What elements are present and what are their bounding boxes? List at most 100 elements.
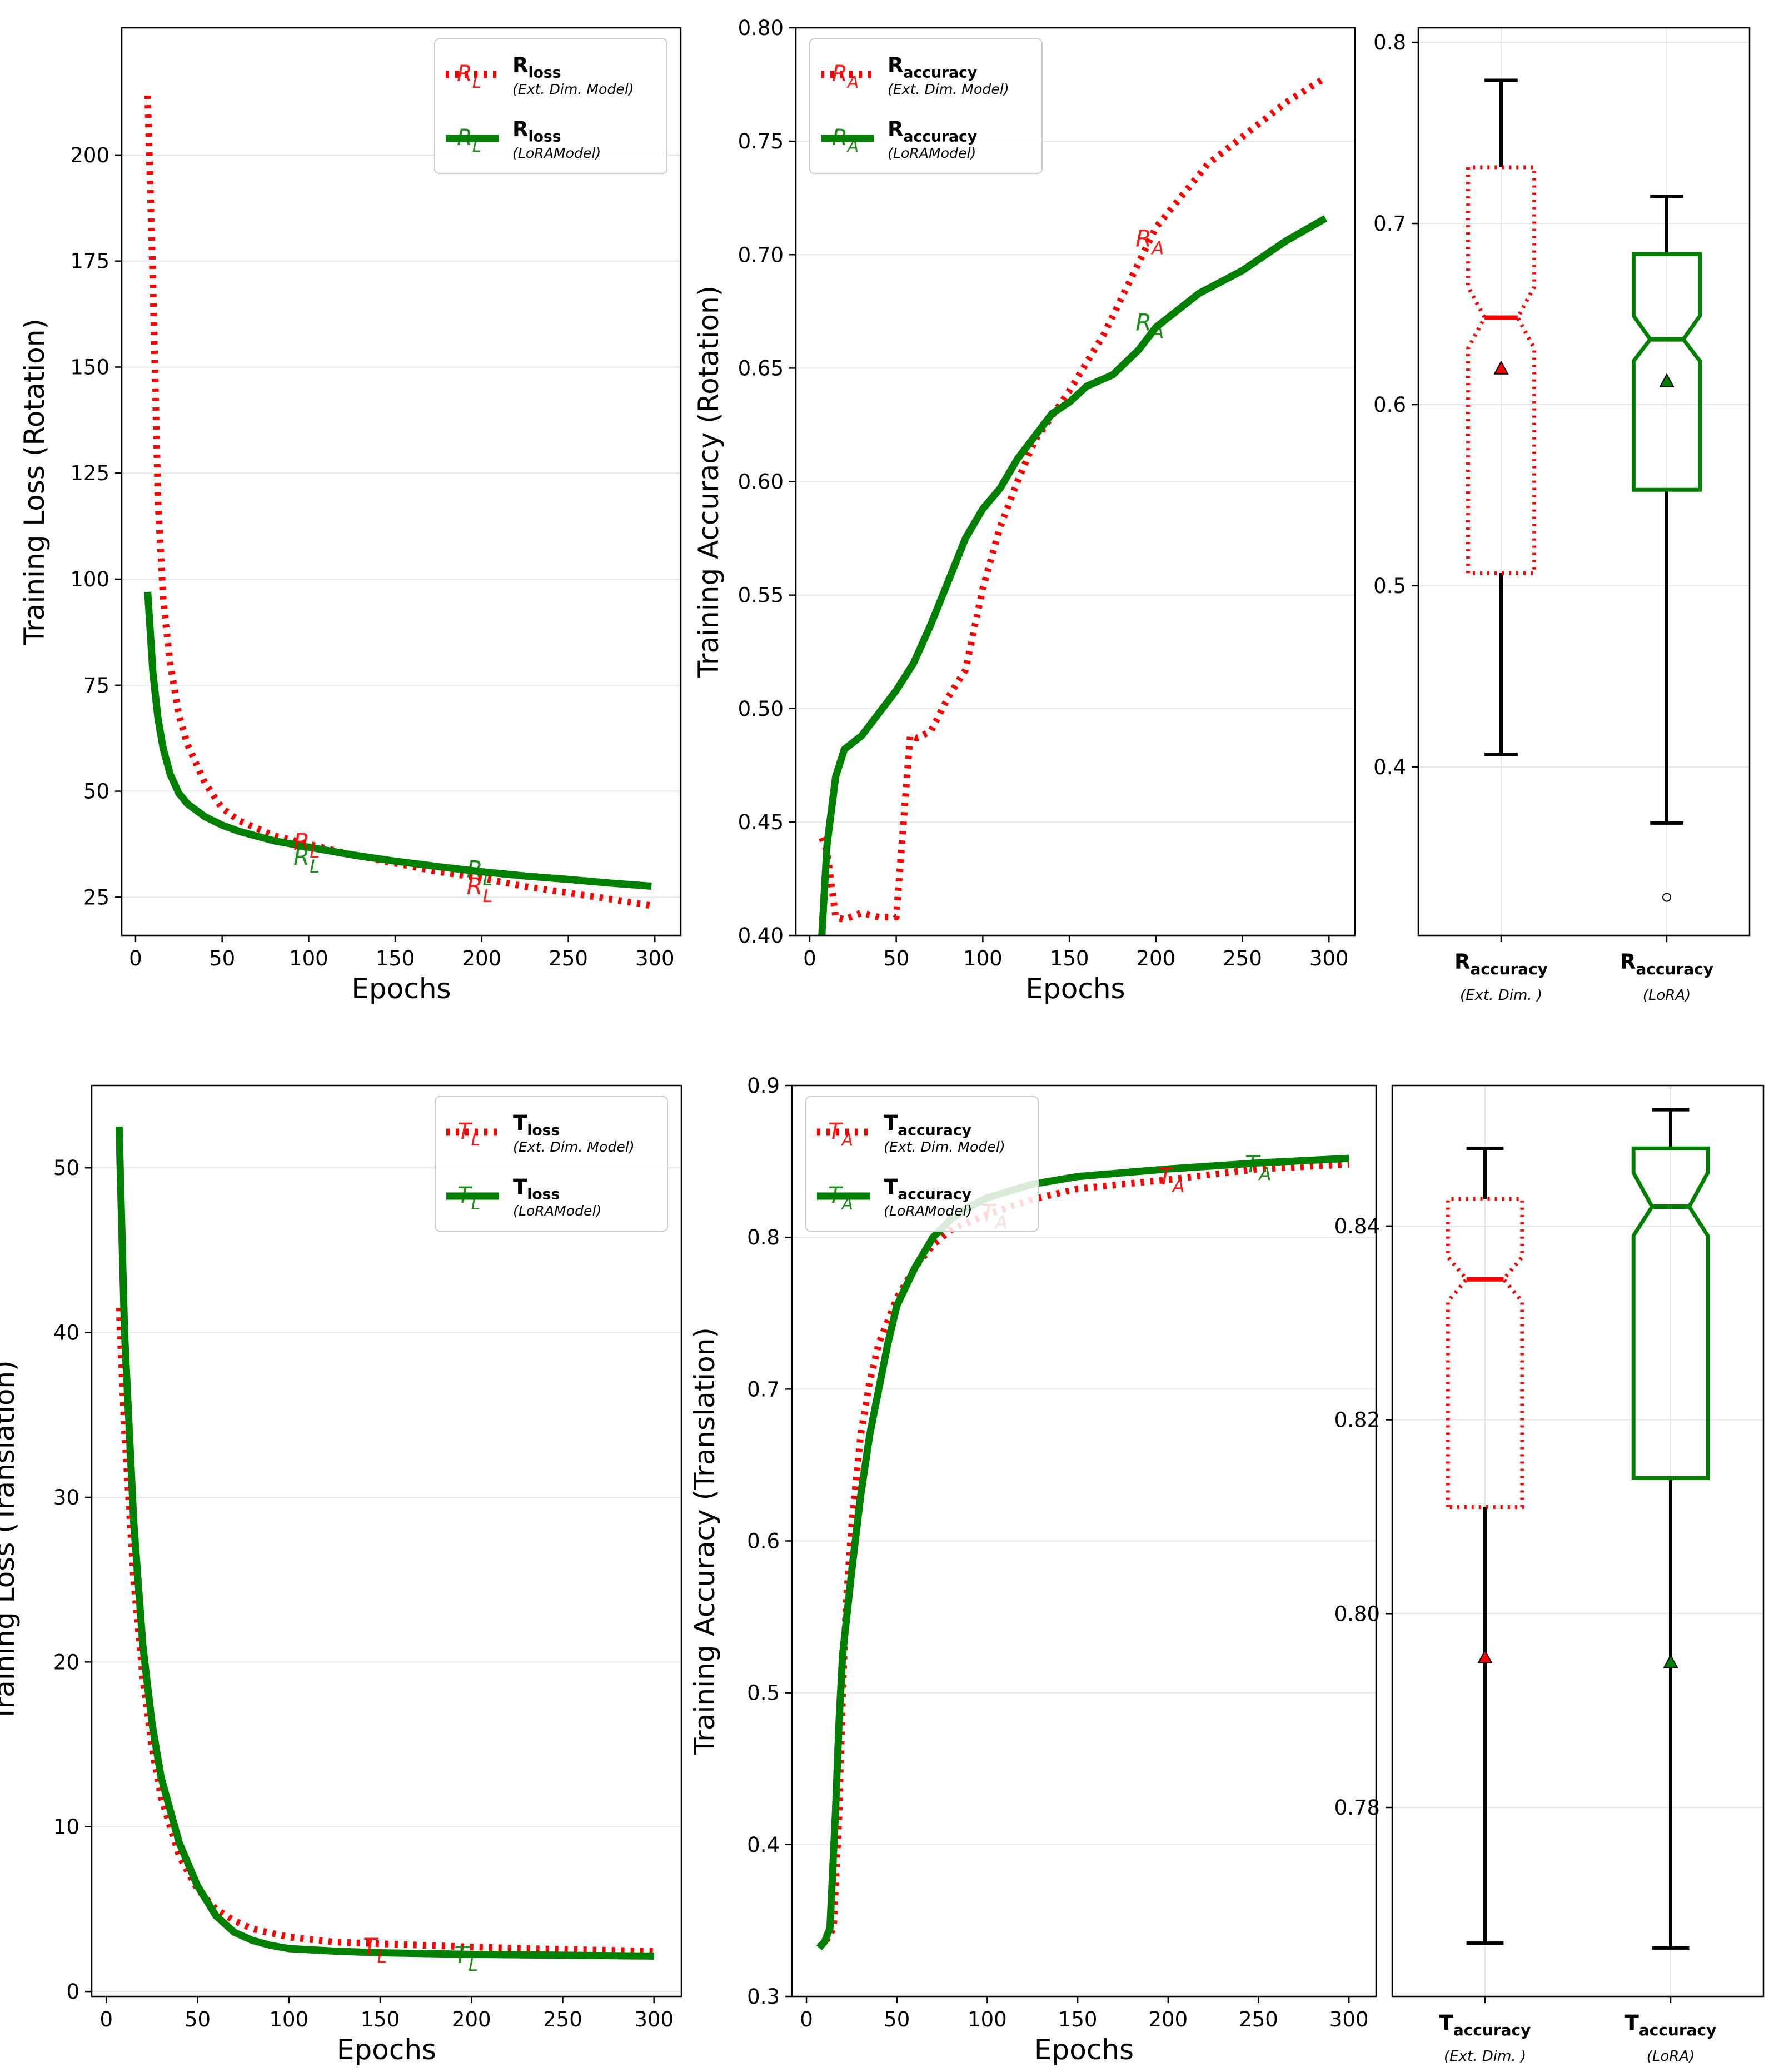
rot_loss-marker-2-sub: L <box>483 885 493 906</box>
rot_acc-xlabel: Epochs <box>1025 973 1125 1005</box>
rot_acc-ytick-label-2: 0.50 <box>738 697 784 721</box>
rot_acc-ytick-label-7: 0.75 <box>738 130 784 153</box>
rot_loss-ytick-label-0: 25 <box>83 885 109 909</box>
rot_box-box-1-body <box>1631 252 1702 492</box>
trans_loss-ytick-label-5: 50 <box>53 1156 79 1180</box>
trans_acc-xtick-label-1: 50 <box>884 2008 910 2031</box>
trans_acc-xtick-label-3: 150 <box>1058 2008 1098 2031</box>
rot_acc-ytick-label-3: 0.55 <box>738 584 784 607</box>
trans_acc-ytick-label-3: 0.6 <box>747 1530 780 1553</box>
trans_acc-ytick-label-2: 0.5 <box>747 1681 780 1705</box>
rot_acc-series-0-line <box>819 74 1328 923</box>
rot_loss-ytick-label-7: 200 <box>70 143 109 167</box>
trans_acc-series-0-line <box>817 1161 1349 1950</box>
rot_loss-xtick-label-0: 0 <box>129 947 142 970</box>
trans_loss-xtick-label-0: 0 <box>100 2008 113 2031</box>
trans_acc-legend-label-1-note: (LoRAModel) <box>884 1203 972 1219</box>
rot_acc-legend-label-0-note: (Ext. Dim. Model) <box>888 81 1009 97</box>
rot_acc-legend-marker-sub-0: A <box>846 73 859 92</box>
trans_box-box-1 <box>1631 1108 1710 1950</box>
trans_loss-marker-1-sub: L <box>469 1954 479 1975</box>
rot_acc-ylabel: Training Accuracy (Rotation) <box>692 286 725 678</box>
trans_acc-legend-marker-sub-0: A <box>840 1130 853 1150</box>
rot_acc-legend-label-1-sub: accuracy <box>904 128 978 145</box>
rot_acc-xtick-label-3: 150 <box>1050 947 1089 970</box>
rot_box-frame <box>1417 27 1751 937</box>
trans_loss-xtick-label-2: 100 <box>269 2008 308 2031</box>
rot_loss-xlabel: Epochs <box>351 973 451 1005</box>
trans_loss-legend-label-1-sub: loss <box>527 1186 560 1203</box>
rot_box-ytick-label-2: 0.6 <box>1373 393 1406 417</box>
rot_loss-xtick-label-4: 200 <box>462 947 502 970</box>
chart-trans_loss: TL TL0 50 100 150 200 250 30001020304050EpochsT… <box>0 1084 682 2066</box>
rot_box-ytick-label-0: 0.4 <box>1373 755 1406 779</box>
rot_box-category-0-note: (Ext. Dim. ) <box>1460 987 1542 1004</box>
rot_box-box-1-mean <box>1659 373 1675 387</box>
rot_acc-marker-1-sub: A <box>1150 322 1164 343</box>
trans_loss-legend-marker-sub-0: L <box>471 1130 480 1150</box>
rot_box-box-0-body <box>1466 165 1537 575</box>
rot_acc-ytick-label-8: 0.80 <box>738 16 784 40</box>
trans_box-category-1-note: (LoRA) <box>1647 2048 1695 2065</box>
rot_acc-ytick-label-1: 0.45 <box>738 810 784 834</box>
rot_acc-legend-marker-sub-1: A <box>846 137 859 156</box>
rot_acc-xtick-label-1: 50 <box>883 947 909 970</box>
rot_loss-legend-label-0-note: (Ext. Dim. Model) <box>512 81 634 97</box>
rot_box-ytick-label-1: 0.5 <box>1373 574 1406 598</box>
trans_acc-marker-2-sub: A <box>1258 1163 1272 1184</box>
trans_loss-ytick-label-1: 10 <box>53 1815 79 1839</box>
rot_acc-xtick-label-2: 100 <box>963 947 1003 970</box>
rot_box-box-1 <box>1631 195 1702 902</box>
trans_box-ytick-label-2: 0.82 <box>1334 1408 1380 1432</box>
trans_box-box-0 <box>1446 1147 1524 1945</box>
trans_loss-xtick-label-1: 50 <box>185 2008 211 2031</box>
trans_loss-legend-label-1-note: (LoRAModel) <box>513 1203 601 1219</box>
trans_box-box-0-mean <box>1477 1649 1493 1663</box>
rot_box-ytick-label-4: 0.8 <box>1373 31 1406 54</box>
trans_loss-ytick-label-0: 0 <box>66 1980 79 2004</box>
chart-trans_acc: TATATA0501001502002503000.30.40.50.60.70… <box>689 1074 1377 2066</box>
trans_acc-legend-label-1-sub: accuracy <box>898 1186 971 1203</box>
rot_loss-series-1-line <box>144 591 652 890</box>
trans_acc-xtick-label-0: 0 <box>800 2008 813 2031</box>
rot_acc-ytick-label-5: 0.65 <box>738 356 784 380</box>
rot_box-category-0-sub: accuracy <box>1470 960 1548 978</box>
rot_acc-xtick-label-0: 0 <box>803 947 816 970</box>
rot_loss-legend-label-0-sub: loss <box>529 64 561 81</box>
trans_acc-ytick-label-6: 0.9 <box>747 1074 780 1098</box>
rot_loss-xtick-label-1: 50 <box>209 947 235 970</box>
trans_box-ytick-label-0: 0.78 <box>1334 1796 1380 1820</box>
rot_box-category-1-note: (LoRA) <box>1643 987 1691 1004</box>
trans_box-box-0-body <box>1446 1197 1524 1509</box>
trans_acc-ytick-label-4: 0.7 <box>747 1377 780 1401</box>
trans_box-frame <box>1391 1084 1765 1998</box>
trans_loss-xtick-label-3: 150 <box>361 2008 400 2031</box>
rot_acc-marker-0-sub: A <box>1150 238 1164 259</box>
rot_loss-ytick-label-5: 150 <box>70 355 109 379</box>
trans_acc-xtick-label-6: 300 <box>1329 2008 1369 2031</box>
rot_acc-ytick-label-6: 0.70 <box>738 243 784 267</box>
trans_acc-xtick-label-2: 100 <box>968 2008 1007 2031</box>
trans_acc-ytick-label-1: 0.4 <box>747 1833 780 1857</box>
trans_acc-legend-label-0-note: (Ext. Dim. Model) <box>884 1139 1005 1155</box>
trans_loss-legend-marker-sub-1: L <box>471 1194 480 1214</box>
rot_loss-series-0-line <box>144 95 652 909</box>
trans_loss-ytick-label-3: 30 <box>53 1486 79 1510</box>
trans_loss-xtick-label-4: 200 <box>452 2008 491 2031</box>
trans_acc-legend-label-0-sub: accuracy <box>898 1122 971 1139</box>
rot_loss-legend-marker-sub-1: L <box>472 137 482 156</box>
trans_loss-ytick-label-4: 40 <box>53 1321 79 1345</box>
trans_box-category-1-sub: accuracy <box>1639 2021 1717 2039</box>
trans_acc-ytick-label-5: 0.8 <box>747 1226 780 1249</box>
trans_acc-ylabel: Training Accuracy (Translation) <box>689 1327 721 1755</box>
rot_acc-legend-label-1-note: (LoRAModel) <box>888 145 976 161</box>
trans_acc-marker-1-sub: A <box>1171 1176 1184 1197</box>
rot_loss-xtick-label-5: 250 <box>549 947 588 970</box>
trans_loss-frame <box>91 1084 682 1998</box>
rot_acc-xtick-label-6: 300 <box>1309 947 1349 970</box>
